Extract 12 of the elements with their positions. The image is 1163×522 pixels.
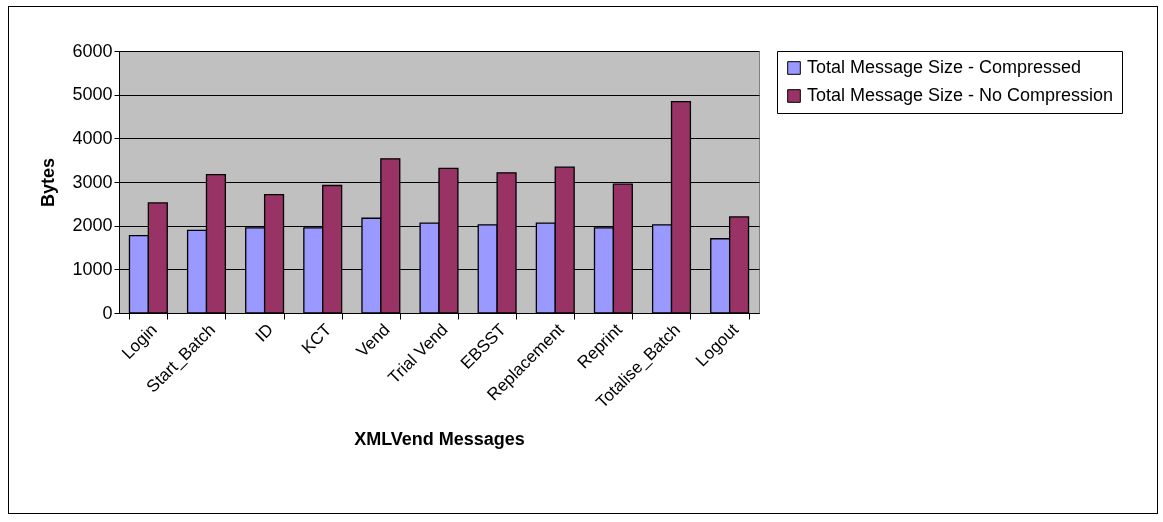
y-tick-label: 1000 [72,258,113,279]
y-axis-title: Bytes [38,157,59,208]
y-tick-label: 0 [102,302,113,323]
y-tick-label: 6000 [72,40,113,61]
y-tick-label: 5000 [72,84,113,105]
legend-label: Total Message Size - Compressed [807,57,1082,77]
y-tick-label: 4000 [72,127,113,148]
y-tick-label: 2000 [72,215,113,236]
legend-label: Total Message Size - No Compression [807,85,1114,105]
x-tick-label: ID [251,320,278,346]
x-axis-title: XMLVend Messages [354,429,525,449]
y-tick-label: 3000 [72,171,113,192]
